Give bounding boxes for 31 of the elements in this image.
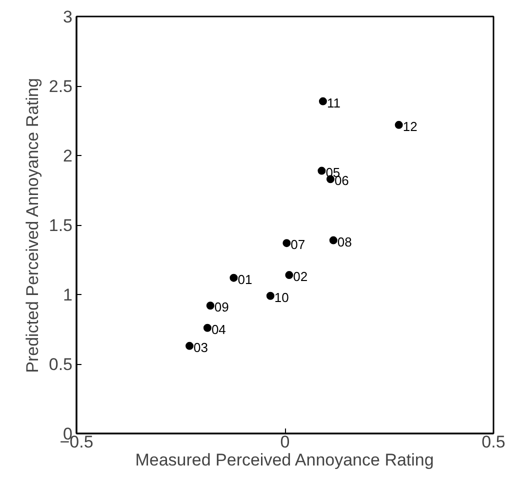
point — [285, 271, 294, 280]
point — [318, 166, 326, 175]
annotation: 01 — [238, 272, 252, 287]
y-tick-label: 0.5 — [48, 355, 73, 374]
annotation: 09 — [214, 300, 229, 315]
annotation: 08 — [337, 234, 352, 250]
point — [230, 274, 238, 282]
annotation: 10 — [274, 290, 289, 305]
y-tick-label: 1 — [63, 286, 73, 304]
annotation: 12 — [402, 118, 418, 134]
point — [203, 324, 212, 332]
annotation: 11 — [326, 95, 340, 110]
point — [266, 292, 274, 300]
x-tick-label: 0.5 — [482, 432, 506, 452]
point — [282, 239, 291, 248]
y-tick-label: 2.5 — [48, 77, 73, 96]
y-tick-label: 1.5 — [48, 216, 73, 235]
annotation: 07 — [290, 237, 306, 252]
annotation: 04 — [211, 322, 226, 337]
point — [394, 120, 403, 129]
y-axis-title: Predicted Perceived Annoyance Rating — [22, 78, 42, 373]
x-tick-label: 0 — [280, 432, 290, 452]
y-tick-label: 2 — [63, 146, 73, 166]
point — [329, 236, 338, 244]
x-axis-title: Measured Perceived Annoyance Rating — [135, 450, 434, 470]
annotation: 02 — [293, 269, 308, 284]
point — [186, 342, 194, 350]
y-tick-label: 3 — [63, 8, 73, 26]
point — [206, 302, 214, 310]
point — [318, 97, 327, 106]
annotation: 03 — [194, 340, 208, 355]
